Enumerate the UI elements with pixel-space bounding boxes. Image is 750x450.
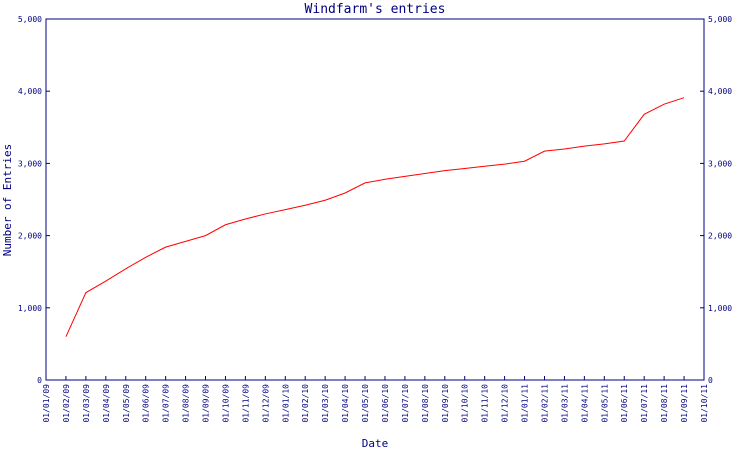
- x-tick-label: 01/09/11: [680, 384, 689, 423]
- x-tick-label: 01/03/11: [560, 384, 569, 423]
- x-tick-label: 01/11/09: [241, 384, 250, 423]
- x-tick-label: 01/12/10: [501, 384, 510, 423]
- x-tick-label: 01/07/09: [162, 384, 171, 423]
- x-tick-label: 01/08/11: [660, 384, 669, 423]
- x-tick-label: 01/02/09: [62, 384, 71, 423]
- x-tick-label: 01/01/11: [521, 384, 530, 423]
- x-tick-label: 01/06/09: [142, 384, 151, 423]
- y-tick-label: 3,000: [18, 159, 42, 168]
- y2-tick-label: 3,000: [708, 159, 732, 168]
- x-tick-label: 01/09/09: [202, 384, 211, 423]
- x-tick-label: 01/12/09: [261, 384, 270, 423]
- y2-tick-label: 4,000: [708, 87, 732, 96]
- x-tick-label: 01/01/10: [281, 384, 290, 423]
- x-tick-label: 01/05/09: [122, 384, 131, 423]
- data-line: [65, 97, 685, 337]
- x-tick-label: 01/02/11: [540, 384, 549, 423]
- x-tick-label: 01/01/09: [42, 384, 51, 423]
- y2-tick-label: 2,000: [708, 232, 732, 241]
- x-tick-label: 01/04/10: [341, 384, 350, 423]
- x-tick-label: 01/10/10: [461, 384, 470, 423]
- x-tick-label: 01/02/10: [301, 384, 310, 423]
- y-tick-label: 2,000: [18, 232, 42, 241]
- x-tick-label: 01/11/10: [481, 384, 490, 423]
- y-axis-label: Number of Entries: [1, 144, 14, 257]
- x-tick-label: 01/04/11: [580, 384, 589, 423]
- x-tick-label: 01/05/11: [600, 384, 609, 423]
- x-tick-label: 01/03/10: [321, 384, 330, 423]
- y2-tick-label: 0: [708, 376, 713, 385]
- chart-title: Windfarm's entries: [305, 2, 446, 17]
- x-tick-label: 01/07/11: [640, 384, 649, 423]
- x-tick-label: 01/10/09: [221, 384, 230, 423]
- x-tick-label: 01/06/11: [620, 384, 629, 423]
- x-tick-label: 01/04/09: [102, 384, 111, 423]
- y-tick-label: 1,000: [18, 304, 42, 313]
- x-axis-label: Date: [362, 437, 389, 450]
- y-tick-label: 5,000: [18, 15, 42, 24]
- x-tick-label: 01/03/09: [82, 384, 91, 423]
- x-tick-label: 01/08/10: [421, 384, 430, 423]
- y2-tick-label: 5,000: [708, 15, 732, 24]
- y-tick-label: 0: [37, 376, 42, 385]
- x-tick-label: 01/09/10: [441, 384, 450, 423]
- x-tick-label: 01/06/10: [381, 384, 390, 423]
- x-tick-label: 01/10/11: [700, 384, 709, 423]
- x-tick-label: 01/08/09: [182, 384, 191, 423]
- x-tick-label: 01/05/10: [361, 384, 370, 423]
- y2-tick-label: 1,000: [708, 304, 732, 313]
- x-tick-label: 01/07/10: [401, 384, 410, 423]
- plot-frame: [45, 18, 705, 381]
- y-tick-label: 4,000: [18, 87, 42, 96]
